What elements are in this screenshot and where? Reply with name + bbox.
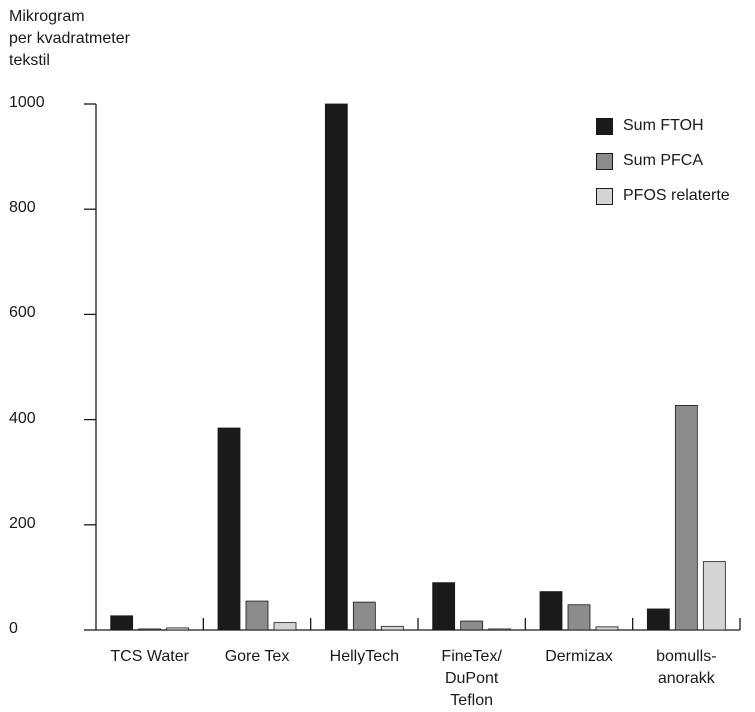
bar <box>273 622 297 631</box>
bar <box>110 615 134 631</box>
y-axis-label-line-1: Mikrogram <box>9 8 85 25</box>
bar <box>245 600 269 631</box>
x-tick-label-line: HellyTech <box>329 648 399 665</box>
bar <box>166 627 190 631</box>
bar <box>702 561 726 631</box>
x-tick-label: Dermizax <box>519 646 639 668</box>
legend-label-sum-pfca: Sum PFCA <box>623 152 704 169</box>
x-tick-label: TCS Water <box>90 646 210 668</box>
x-tick-label-line: Teflon <box>450 692 493 709</box>
x-tick-label-line: anorakk <box>657 670 715 687</box>
bar <box>539 591 563 631</box>
x-tick-label: bomulls-anorakk <box>626 646 746 690</box>
y-tick-label: 200 <box>9 514 36 532</box>
legend-label-pfos-relaterte: PFOS relaterte <box>623 187 730 204</box>
x-tick-label: Gore Tex <box>197 646 317 668</box>
bar <box>324 103 348 631</box>
bar <box>217 427 241 631</box>
chart-axes <box>84 103 741 631</box>
bar <box>460 620 484 631</box>
bar <box>646 608 670 631</box>
y-axis-label: Mikrogram per kvadratmeter tekstil <box>9 6 130 72</box>
legend-swatch-sum-ftoh <box>596 118 613 135</box>
x-tick-label: HellyTech <box>304 646 424 668</box>
y-axis-label-line-3: tekstil <box>9 52 50 69</box>
legend-swatch-pfos-relaterte <box>596 188 613 205</box>
y-tick-label: 400 <box>9 409 36 427</box>
x-tick-label-line: Gore Tex <box>224 648 290 665</box>
bar <box>352 601 376 631</box>
x-tick-label-line: DuPont <box>444 670 499 687</box>
x-tick-label-line: bomulls- <box>656 648 717 665</box>
x-tick-label-line: TCS Water <box>110 648 189 665</box>
bar <box>138 628 162 631</box>
bar <box>567 604 591 631</box>
bar <box>674 404 698 631</box>
y-tick-label: 0 <box>9 620 18 637</box>
y-tick-label: 1000 <box>9 94 45 111</box>
bar <box>432 582 456 631</box>
x-tick-label: FineTex/DuPont Teflon <box>412 646 532 712</box>
y-tick-label: 800 <box>9 199 36 217</box>
bar <box>380 625 404 631</box>
x-tick-label-line: Dermizax <box>545 648 613 665</box>
bar <box>488 628 512 631</box>
x-tick-label-line: FineTex/ <box>441 648 502 665</box>
chart-bars <box>110 103 726 631</box>
legend-label-sum-ftoh: Sum FTOH <box>623 117 704 134</box>
bar <box>595 626 619 631</box>
y-tick-label: 600 <box>9 304 36 322</box>
legend-swatch-sum-pfca <box>596 153 613 170</box>
y-axis-label-line-2: per kvadratmeter <box>9 30 130 47</box>
